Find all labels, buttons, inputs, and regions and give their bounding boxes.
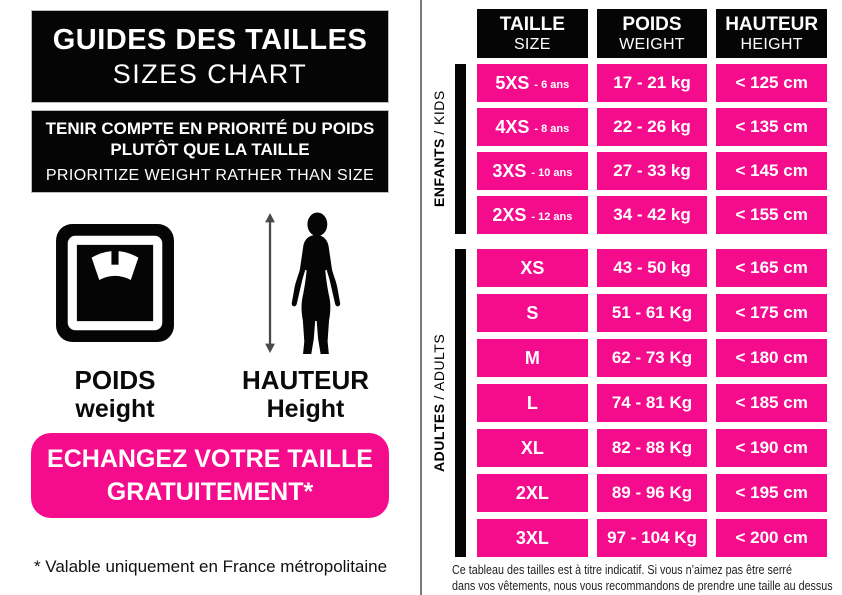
- title-fr: GUIDES DES TAILLES: [52, 23, 368, 56]
- table-row-weight: 27 - 33 kg: [596, 152, 708, 190]
- table-row-size: 3XL: [477, 519, 588, 557]
- table-row-size: 2XS - 12 ans: [477, 196, 588, 234]
- note-fr-line1: TENIR COMPTE EN PRIORITÉ DU POIDS: [45, 118, 375, 138]
- table-row-height: < 175 cm: [716, 294, 827, 332]
- adults-label-en: ADULTS: [431, 333, 447, 391]
- weight-label-fr: POIDS: [74, 365, 156, 395]
- table-row-height: < 180 cm: [716, 339, 827, 377]
- exchange-size-button[interactable]: ECHANGEZ VOTRE TAILLE GRATUITEMENT*: [31, 433, 389, 518]
- kids-label-en: KIDS: [431, 90, 447, 126]
- note-en: PRIORITIZE WEIGHT RATHER THAN SIZE: [45, 167, 375, 185]
- adults-label-sep: /: [431, 390, 447, 404]
- title-box: GUIDES DES TAILLES SIZES CHART: [31, 10, 389, 103]
- disclaimer-line-1: Ce tableau des tailles est à titre indic…: [452, 563, 792, 577]
- header-height-en: HEIGHT: [740, 35, 803, 53]
- height-label-fr: HAUTEUR: [241, 365, 370, 395]
- table-row-size: 5XS - 6 ans: [477, 64, 588, 102]
- table-row-weight: 43 - 50 kg: [596, 249, 708, 287]
- table-row-weight: 82 - 88 Kg: [596, 429, 708, 467]
- table-row-size: 2XL: [477, 474, 588, 512]
- table-row-height: < 195 cm: [716, 474, 827, 512]
- height-block: HAUTEUR Height: [241, 212, 370, 423]
- table-row-weight: 97 - 104 Kg: [596, 519, 708, 557]
- header-height: HAUTEUR HEIGHT: [716, 9, 827, 58]
- weight-label-en: weight: [75, 394, 155, 423]
- adults-rows: XS 43 - 50 kg < 165 cm S 51 - 61 Kg < 17…: [477, 249, 827, 557]
- note-fr-line2: PLUTÔT QUE LA TAILLE: [110, 140, 310, 159]
- exchange-button-line1: ECHANGEZ VOTRE TAILLE: [47, 445, 373, 473]
- table-row-size: S: [477, 294, 588, 332]
- exchange-button-line2: GRATUITEMENT*: [106, 477, 314, 506]
- title-en: SIZES CHART: [112, 58, 308, 89]
- table-row-weight: 17 - 21 kg: [596, 64, 708, 102]
- table-row-weight: 51 - 61 Kg: [596, 294, 708, 332]
- table-row-height: < 145 cm: [716, 152, 827, 190]
- adults-label-fr: ADULTES: [431, 403, 447, 473]
- vertical-divider: [420, 0, 422, 595]
- header-size-en: SIZE: [513, 35, 551, 53]
- footnote: * Valable uniquement en France métropoli…: [33, 557, 388, 576]
- vertical-double-arrow-icon: [264, 212, 275, 354]
- table-row-height: < 165 cm: [716, 249, 827, 287]
- kids-rows: 5XS - 6 ans 17 - 21 kg < 125 cm 4XS - 8 an…: [477, 64, 827, 234]
- header-size-fr: TAILLE: [499, 13, 565, 35]
- table-row-size: XL: [477, 429, 588, 467]
- table-row-weight: 22 - 26 kg: [596, 108, 708, 146]
- table-row-weight: 34 - 42 kg: [596, 196, 708, 234]
- table-row-size: XS: [477, 249, 588, 287]
- disclaimer-line-2: dans vos vêtements, nous vous recommando…: [452, 579, 833, 593]
- header-weight-en: WEIGHT: [619, 35, 685, 53]
- header-size: TAILLE SIZE: [477, 9, 588, 58]
- table-row-size: 3XS - 10 ans: [477, 152, 588, 190]
- weight-block: POIDS weight: [40, 212, 190, 423]
- person-silhouette-icon: [256, 212, 356, 354]
- kids-label-fr: ENFANTS: [431, 138, 447, 208]
- table-disclaimer: Ce tableau des tailles est à titre indic…: [452, 562, 840, 594]
- priority-note-box: TENIR COMPTE EN PRIORITÉ DU POIDS PLUTÔT…: [31, 110, 389, 193]
- table-row-size: M: [477, 339, 588, 377]
- header-height-fr: HAUTEUR: [725, 13, 819, 35]
- size-table-panel: TAILLE SIZE POIDS WEIGHT HAUTEUR HEIGHT …: [423, 0, 842, 595]
- weight-scale-icon: [54, 212, 176, 354]
- table-row-height: < 135 cm: [716, 108, 827, 146]
- table-row-height: < 155 cm: [716, 196, 827, 234]
- table-row-weight: 62 - 73 Kg: [596, 339, 708, 377]
- table-header-row: TAILLE SIZE POIDS WEIGHT HAUTEUR HEIGHT: [477, 9, 827, 58]
- table-row-size: 4XS - 8 ans: [477, 108, 588, 146]
- adults-group-label: ADULTES / ADULTS: [424, 249, 454, 557]
- table-row-height: < 190 cm: [716, 429, 827, 467]
- height-label-en: Height: [266, 394, 345, 423]
- table-row-height: < 185 cm: [716, 384, 827, 422]
- table-row-height: < 125 cm: [716, 64, 827, 102]
- table-row-weight: 89 - 96 Kg: [596, 474, 708, 512]
- kids-group-bar: [455, 64, 466, 234]
- table-row-weight: 74 - 81 Kg: [596, 384, 708, 422]
- table-row-size: L: [477, 384, 588, 422]
- adults-group-bar: [455, 249, 466, 557]
- kids-group-label: ENFANTS / KIDS: [424, 64, 454, 234]
- kids-label-sep: /: [431, 125, 447, 139]
- table-row-height: < 200 cm: [716, 519, 827, 557]
- header-weight: POIDS WEIGHT: [596, 9, 708, 58]
- header-weight-fr: POIDS: [622, 13, 682, 35]
